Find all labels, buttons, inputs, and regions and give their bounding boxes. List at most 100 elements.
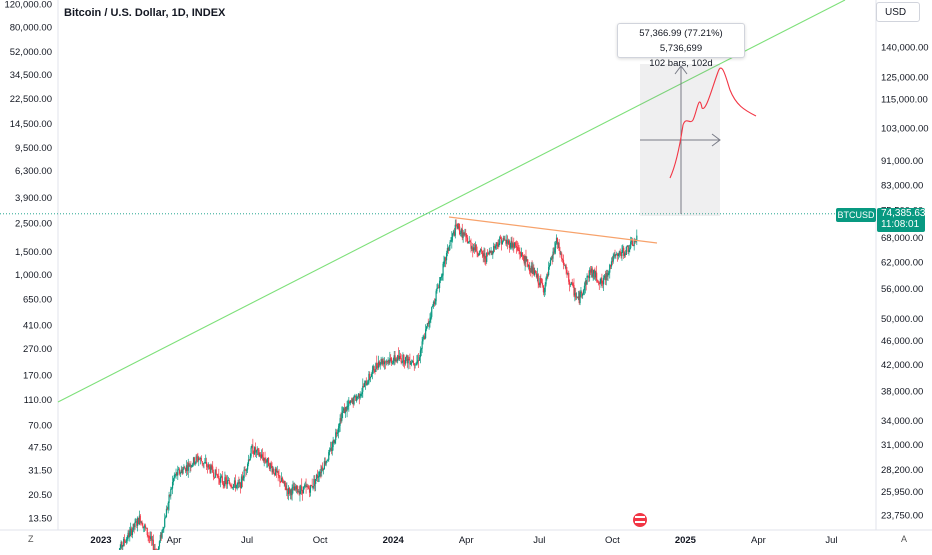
candle-body [518,249,520,252]
candle-body [237,482,239,484]
candle-body [442,263,444,276]
candle-body [302,486,305,494]
candle-body [308,487,310,489]
candle-body [124,542,127,543]
candle-body [169,494,171,496]
currency-button[interactable]: USD [876,2,920,22]
candle-body [253,447,256,454]
candle-body [454,224,456,236]
auto-scale-button[interactable]: A [901,534,908,544]
candle-body [152,539,154,551]
candle-body [286,488,288,490]
candle-body [531,265,533,274]
candle-body [187,463,189,471]
candle-body [322,467,324,470]
candle-body [332,440,334,448]
candle-body [380,359,382,364]
candle-body [412,360,415,364]
candle-body [329,449,331,453]
candle-body [365,380,367,386]
candle-body [173,475,175,479]
candle-body [475,244,477,252]
left-tick-label: 2,500.00 [15,218,52,229]
left-tick-label: 9,500.00 [15,143,52,154]
candle-body [413,363,415,365]
candle-body [438,280,441,289]
candle-body [219,476,222,483]
candle-body [437,287,439,289]
candle-body [600,278,602,284]
candle-body [389,358,391,364]
candle-body [555,237,558,244]
candle-body [366,383,368,386]
candle-body [274,468,277,476]
candle-body [451,237,453,241]
candle-body [210,465,212,473]
x-tick-label: Oct [313,535,328,546]
candle-body [363,382,366,387]
candle-body [577,296,579,298]
candle-body [575,296,578,298]
candle-body [285,485,287,490]
candle-body [478,254,480,256]
candle-body [145,527,147,529]
candle-body [250,447,252,457]
candle-body [382,360,384,364]
candle-body [143,526,145,528]
candle-body [316,474,319,478]
candle-body [234,480,236,489]
candle-body [310,485,312,487]
candle-body [167,503,169,509]
flag-icon-stripe [635,521,645,523]
candle-body [487,253,490,255]
candle-body [554,248,556,253]
candle-body [123,539,126,543]
candle-body [625,246,627,255]
candle-body [142,525,144,528]
candle-body [491,250,493,255]
candle-body [548,265,551,268]
candle-body [184,467,186,469]
candle-body [534,270,537,274]
candle-body [178,469,181,474]
zoom-reset-button[interactable]: Z [28,534,34,544]
candle-body [579,292,581,304]
candle-body [424,336,426,339]
candle-body [414,364,416,366]
candle-body [322,469,325,471]
candle-body [243,469,245,479]
candle-body [256,449,258,451]
candle-body [496,242,498,245]
candle-body [573,285,575,296]
candle-body [348,401,350,406]
candle-body [161,530,163,538]
candle-body [190,465,192,467]
candle-body [291,487,293,496]
candle-body [356,396,358,401]
candle-body [470,242,472,249]
candle-body [552,251,554,259]
candle-body [266,461,268,463]
candle-body [165,508,168,518]
candle-body [212,466,214,473]
candle-body [221,476,223,483]
candle-body [296,485,298,493]
candle-body [247,464,249,470]
candle-body [176,472,178,476]
candle-body [527,259,529,267]
candle-body [568,273,570,282]
candle-body [217,475,219,477]
candle-body [140,521,142,523]
candle-body [267,458,270,467]
candle-body [422,339,424,342]
candle-body [634,240,636,242]
candle-body [297,491,299,493]
x-tick-label: Oct [605,535,620,546]
candle-body [582,293,584,296]
candle-body [542,285,545,293]
candle-body [458,223,460,227]
candle-body [527,265,530,267]
candle-body [400,358,402,363]
